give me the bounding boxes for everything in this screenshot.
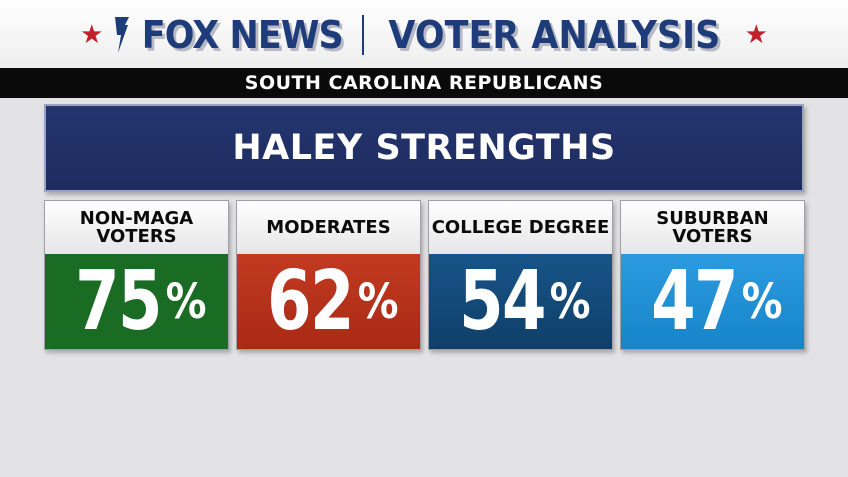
- header: ★ FOX NEWS VOTER ANALYSIS ★: [0, 0, 848, 68]
- stat-card-value: 62%: [237, 254, 420, 349]
- fox-torch-icon: [115, 17, 130, 53]
- stat-unit: %: [549, 273, 591, 330]
- header-divider: [361, 15, 364, 55]
- label-line-1: SUBURBAN: [656, 207, 769, 229]
- label-line-1: NON-MAGA: [79, 207, 194, 229]
- brand-name: FOX NEWS: [142, 13, 344, 57]
- stat-unit: %: [357, 273, 399, 330]
- stat-card-value: 47%: [621, 254, 804, 349]
- stat-card-non-maga: NON-MAGA VOTERS 75%: [44, 200, 229, 350]
- subheader: SOUTH CAROLINA REPUBLICANS: [0, 68, 848, 98]
- star-icon: ★: [80, 20, 104, 50]
- stat-number: 75: [75, 254, 163, 349]
- stat-card-college-degree: COLLEGE DEGREE 54%: [428, 200, 613, 350]
- stat-card-label: MODERATES: [237, 201, 420, 254]
- star-icon: ★: [744, 20, 768, 50]
- stat-number: 47: [651, 254, 739, 349]
- stat-number: 62: [267, 254, 355, 349]
- stat-cards: NON-MAGA VOTERS 75% MODERATES 62% COLLEG…: [44, 200, 805, 350]
- label-line-2: VOTERS: [672, 225, 753, 247]
- stat-unit: %: [741, 273, 783, 330]
- stat-card-moderates: MODERATES 62%: [236, 200, 421, 350]
- stat-card-value: 54%: [429, 254, 612, 349]
- banner-title: HALEY STRENGTHS: [44, 104, 804, 192]
- header-inner: ★ FOX NEWS VOTER ANALYSIS ★: [0, 12, 848, 58]
- stat-card-suburban: SUBURBAN VOTERS 47%: [620, 200, 805, 350]
- stat-unit: %: [165, 273, 207, 330]
- stat-card-label: COLLEGE DEGREE: [429, 201, 612, 254]
- label-line-2: VOTERS: [96, 225, 177, 247]
- stat-card-label: NON-MAGA VOTERS: [45, 201, 228, 254]
- stat-card-value: 75%: [45, 254, 228, 349]
- label-line-1: COLLEGE DEGREE: [431, 216, 610, 238]
- stat-card-label: SUBURBAN VOTERS: [621, 201, 804, 254]
- page-title: VOTER ANALYSIS: [388, 13, 721, 57]
- stat-number: 54: [459, 254, 547, 349]
- label-line-1: MODERATES: [266, 216, 391, 238]
